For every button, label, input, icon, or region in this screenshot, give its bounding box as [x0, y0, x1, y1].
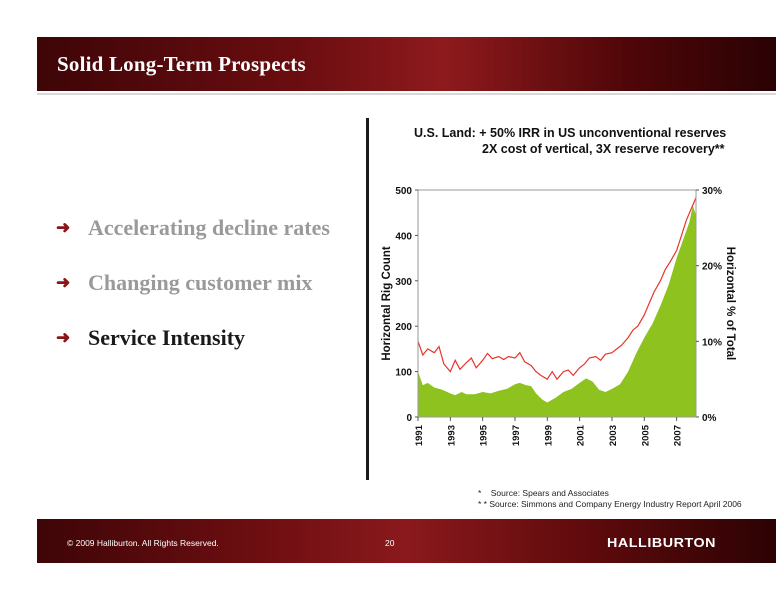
- horizontal-rig-count-area: [418, 205, 696, 417]
- x-tick-label: 1993: [446, 425, 457, 446]
- y-tick-label: 500: [395, 186, 412, 197]
- footer-bar: © 2009 Halliburton. All Rights Reserved.…: [37, 519, 776, 563]
- footnotes: * Source: Spears and Associates * * Sour…: [478, 488, 742, 510]
- x-tick-label: 2001: [576, 424, 587, 446]
- x-tick-label: 2003: [608, 425, 619, 446]
- y2-tick-label: 10%: [702, 337, 722, 348]
- y-tick-label: 100: [395, 368, 412, 379]
- title-bar: Solid Long-Term Prospects: [37, 37, 776, 91]
- chart-title-line1: U.S. Land: + 50% IRR in US unconventiona…: [414, 126, 727, 140]
- y-tick-label: 0: [406, 413, 412, 424]
- footnote-2: * * Source: Simmons and Company Energy I…: [478, 499, 742, 509]
- bullet-text: Changing customer mix: [88, 270, 313, 295]
- copyright-text: © 2009 Halliburton. All Rights Reserved.: [67, 538, 219, 548]
- plot-frame: [417, 189, 697, 418]
- x-tick-label: 2005: [640, 424, 651, 446]
- slide-title: Solid Long-Term Prospects: [57, 52, 306, 76]
- y-tick-label: 300: [395, 277, 412, 288]
- rig-count-chart: 0 100 200 300 400 500 0% 10% 20% 30% 1991 1993 1995 1…: [381, 186, 736, 446]
- chart-subtitle: 2X cost of vertical, 3X reserve recovery…: [482, 142, 725, 156]
- arrow-right-icon: ➜: [56, 218, 71, 237]
- x-tick-label: 1997: [511, 425, 522, 446]
- y-tick-label: 400: [395, 231, 412, 242]
- x-tick-label: 1991: [414, 424, 425, 446]
- y2-axis-label: Horizontal % of Total: [724, 247, 736, 361]
- halliburton-logo: HALLIBURTON: [607, 535, 717, 550]
- horizontal-pct-line: [417, 197, 697, 381]
- x-tick-label: 1995: [479, 424, 490, 446]
- title-underline: [37, 93, 776, 95]
- vertical-divider: [366, 118, 369, 480]
- bullet-text: Service Intensity: [88, 325, 246, 350]
- arrow-right-icon: ➜: [56, 273, 71, 292]
- y-axis-label: Horizontal Rig Count: [381, 246, 393, 361]
- x-tick-label: 2007: [673, 425, 684, 446]
- y2-tick-label: 20%: [702, 262, 722, 273]
- arrow-right-icon: ➜: [56, 328, 71, 347]
- y2-tick-label: 0%: [702, 413, 717, 424]
- page-number: 20: [385, 538, 395, 548]
- footnote-1: * Source: Spears and Associates: [478, 488, 609, 498]
- x-tick-label: 1999: [543, 425, 554, 446]
- y-tick-label: 200: [395, 322, 412, 333]
- bullet-text: Accelerating decline rates: [88, 215, 330, 240]
- y2-tick-label: 30%: [702, 186, 722, 197]
